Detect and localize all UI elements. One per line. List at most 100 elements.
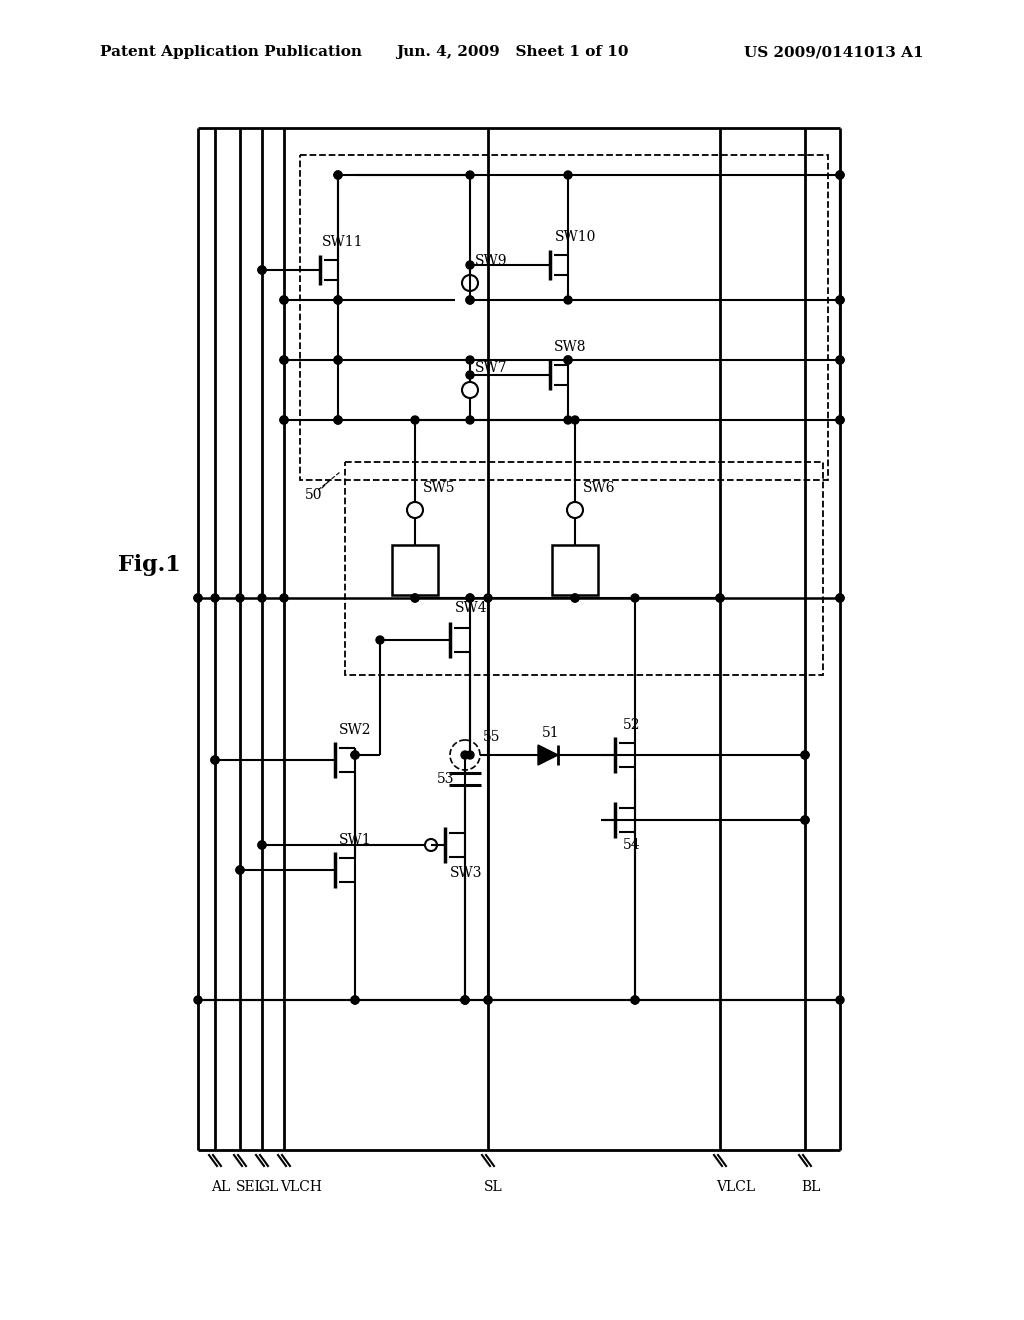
Text: SW3: SW3	[450, 866, 482, 880]
Text: SW7: SW7	[475, 360, 508, 375]
Circle shape	[564, 416, 572, 424]
Text: SW11: SW11	[322, 235, 364, 249]
Circle shape	[836, 416, 844, 424]
Circle shape	[466, 371, 474, 379]
Circle shape	[334, 296, 342, 304]
Circle shape	[211, 756, 219, 764]
Circle shape	[564, 356, 572, 364]
Circle shape	[564, 172, 572, 180]
Circle shape	[466, 296, 474, 304]
Circle shape	[466, 356, 474, 364]
Circle shape	[564, 296, 572, 304]
Text: 54: 54	[623, 838, 641, 851]
Text: SEL: SEL	[236, 1180, 265, 1195]
Bar	[392, 545, 438, 595]
Circle shape	[194, 997, 202, 1005]
Circle shape	[351, 751, 359, 759]
Circle shape	[258, 594, 266, 602]
Text: SW6: SW6	[583, 480, 615, 495]
Circle shape	[461, 997, 469, 1005]
Circle shape	[258, 267, 266, 275]
Circle shape	[466, 296, 474, 304]
Circle shape	[334, 356, 342, 364]
Circle shape	[461, 997, 469, 1005]
Circle shape	[466, 594, 474, 602]
Circle shape	[801, 816, 809, 824]
Circle shape	[631, 997, 639, 1005]
Circle shape	[571, 594, 579, 602]
Circle shape	[258, 267, 266, 275]
Circle shape	[351, 997, 359, 1005]
Circle shape	[376, 636, 384, 644]
Circle shape	[334, 296, 342, 304]
Circle shape	[334, 172, 342, 180]
Text: AL: AL	[211, 1180, 230, 1195]
Circle shape	[836, 356, 844, 364]
Text: US 2009/0141013 A1: US 2009/0141013 A1	[744, 45, 924, 59]
Circle shape	[280, 296, 288, 304]
Circle shape	[334, 416, 342, 424]
Circle shape	[484, 997, 492, 1005]
Text: Jun. 4, 2009   Sheet 1 of 10: Jun. 4, 2009 Sheet 1 of 10	[395, 45, 629, 59]
Circle shape	[351, 997, 359, 1005]
Circle shape	[211, 594, 219, 602]
Circle shape	[258, 841, 266, 849]
Bar	[345, 462, 823, 675]
Bar	[300, 154, 828, 480]
Circle shape	[280, 296, 288, 304]
Text: SL: SL	[484, 1180, 503, 1195]
Circle shape	[280, 356, 288, 364]
Circle shape	[466, 416, 474, 424]
Circle shape	[801, 751, 809, 759]
Circle shape	[571, 416, 579, 424]
Circle shape	[836, 416, 844, 424]
Circle shape	[716, 594, 724, 602]
Text: 52: 52	[623, 718, 640, 733]
Text: SW4: SW4	[455, 601, 487, 615]
Circle shape	[466, 172, 474, 180]
Text: 51: 51	[542, 726, 560, 741]
Circle shape	[836, 172, 844, 180]
Text: Fig.1: Fig.1	[118, 554, 181, 576]
Circle shape	[466, 751, 474, 759]
Text: SW5: SW5	[423, 480, 456, 495]
Circle shape	[836, 997, 844, 1005]
Circle shape	[411, 416, 419, 424]
Circle shape	[461, 751, 469, 759]
Circle shape	[801, 816, 809, 824]
Text: SW10: SW10	[555, 230, 596, 244]
Text: SW2: SW2	[339, 723, 372, 737]
Text: SW9: SW9	[475, 253, 508, 268]
Text: VLCH: VLCH	[280, 1180, 322, 1195]
Circle shape	[466, 594, 474, 602]
Text: SW1: SW1	[339, 833, 372, 847]
Circle shape	[236, 594, 244, 602]
Circle shape	[351, 751, 359, 759]
Circle shape	[836, 172, 844, 180]
Text: 55: 55	[483, 730, 501, 744]
Circle shape	[258, 841, 266, 849]
Circle shape	[280, 356, 288, 364]
Circle shape	[571, 594, 579, 602]
Circle shape	[411, 594, 419, 602]
Text: Patent Application Publication: Patent Application Publication	[100, 45, 362, 59]
Circle shape	[194, 594, 202, 602]
Circle shape	[236, 866, 244, 874]
Circle shape	[484, 997, 492, 1005]
Circle shape	[801, 751, 809, 759]
Circle shape	[461, 997, 469, 1005]
Circle shape	[466, 261, 474, 269]
Circle shape	[836, 296, 844, 304]
Circle shape	[194, 594, 202, 602]
Circle shape	[631, 997, 639, 1005]
Circle shape	[836, 594, 844, 602]
Circle shape	[411, 594, 419, 602]
Circle shape	[280, 416, 288, 424]
Circle shape	[236, 866, 244, 874]
Circle shape	[484, 594, 492, 602]
Circle shape	[836, 594, 844, 602]
Text: BL: BL	[801, 1180, 820, 1195]
Circle shape	[211, 756, 219, 764]
Circle shape	[564, 356, 572, 364]
Text: 50: 50	[305, 488, 323, 502]
